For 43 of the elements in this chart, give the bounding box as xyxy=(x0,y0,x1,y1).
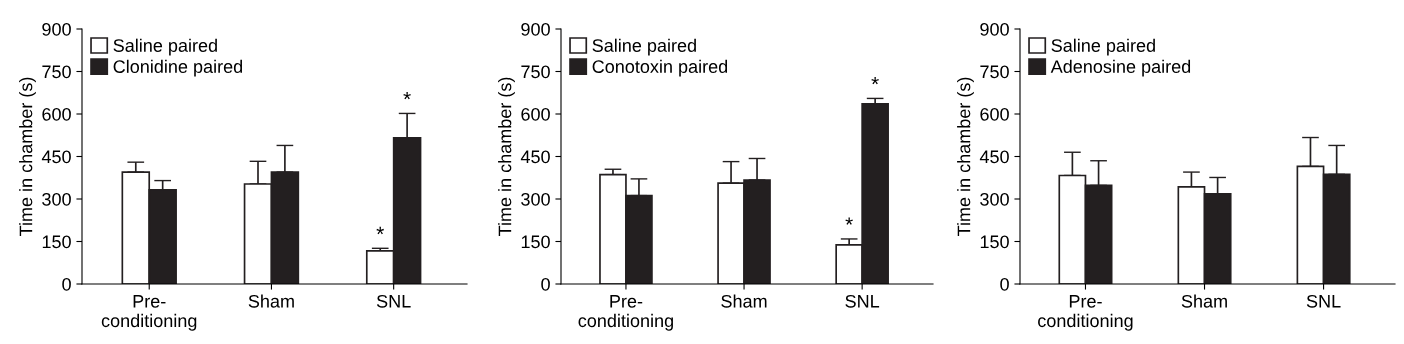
annotation: * xyxy=(871,76,879,85)
y-tick-label: 150 xyxy=(42,235,71,249)
legend-label: Conotoxin paired xyxy=(592,59,728,77)
y-tick-label: 600 xyxy=(980,107,1009,121)
x-tick-label: Sham xyxy=(248,294,294,308)
y-tick-label: 0 xyxy=(1000,277,1009,291)
legend-label: Saline paired xyxy=(1051,38,1155,56)
legend-label: Saline paired xyxy=(113,38,217,56)
legend-label: Adenosine paired xyxy=(1050,59,1191,77)
x-tick-label: SNL xyxy=(845,294,880,308)
y-tick-label: 0 xyxy=(541,277,550,291)
legend-label: Clonidine paired xyxy=(113,59,243,77)
annotation: * xyxy=(376,226,384,235)
y-tick-label: 300 xyxy=(42,192,71,206)
x-tick-label: SNL xyxy=(376,294,411,308)
y-tick-label: 750 xyxy=(521,65,550,79)
x-tick-label: Sham xyxy=(721,294,767,308)
annotation: * xyxy=(845,217,853,225)
x-tick-label: Pre- conditioning xyxy=(101,295,197,331)
y-tick-label: 300 xyxy=(521,192,550,206)
y-tick-label: 450 xyxy=(979,150,1009,164)
x-tick-label: Pre- conditioning xyxy=(1038,295,1133,331)
y-tick-label: 450 xyxy=(41,150,71,164)
y-tick-label: 600 xyxy=(521,107,550,121)
x-tick-label: Sham xyxy=(1181,294,1227,308)
y-tick-label: 750 xyxy=(980,65,1009,79)
y-tick-label: 900 xyxy=(42,22,71,36)
y-tick-label: 150 xyxy=(521,235,550,249)
y-tick-label: 150 xyxy=(980,235,1009,249)
y-tick-label: 450 xyxy=(520,150,550,164)
y-tick-label: 300 xyxy=(980,192,1009,206)
x-tick-label: SNL xyxy=(1306,294,1341,308)
y-tick-label: 900 xyxy=(521,22,550,36)
annotation: * xyxy=(403,92,411,100)
y-tick-label: 0 xyxy=(62,277,71,291)
legend-label: Saline paired xyxy=(592,38,696,56)
y-tick-label: 750 xyxy=(42,65,71,79)
y-axis-title: Time in chamber (s) xyxy=(957,77,974,237)
y-tick-label: 900 xyxy=(980,22,1009,36)
y-axis-title: Time in chamber (s) xyxy=(498,77,515,237)
y-axis-title: Time in chamber (s) xyxy=(19,77,36,237)
y-tick-label: 600 xyxy=(42,107,71,121)
x-tick-label: Pre- conditioning xyxy=(578,295,673,331)
